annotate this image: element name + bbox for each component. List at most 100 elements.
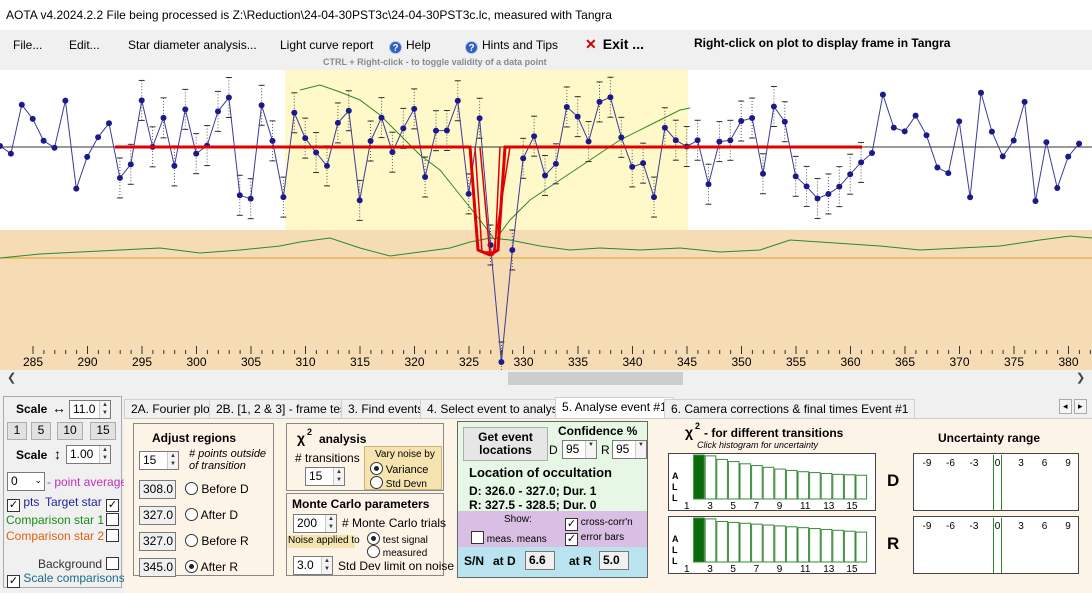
target-point[interactable] [236, 192, 243, 199]
target-point[interactable] [0, 142, 3, 149]
target-point[interactable] [879, 91, 886, 98]
target-point[interactable] [836, 183, 843, 190]
target-point[interactable] [1065, 153, 1072, 160]
target-point[interactable] [1010, 137, 1017, 144]
histogram-bar[interactable] [774, 525, 786, 563]
histogram-bar[interactable] [843, 530, 856, 563]
target-point[interactable] [847, 171, 854, 178]
target-point[interactable] [84, 153, 91, 160]
target-point[interactable] [760, 170, 766, 177]
target-point[interactable] [1076, 140, 1083, 147]
comparison-star-2-checkbox[interactable] [106, 529, 119, 543]
tab-select-event[interactable]: 4. Select event to analyse [420, 399, 572, 418]
target-point[interactable] [716, 138, 723, 145]
target-point[interactable] [901, 128, 908, 135]
target-point[interactable] [988, 128, 995, 135]
spin-icon[interactable]: ▲ ▼ [321, 557, 332, 574]
scale-v-input[interactable]: 1.00 ▲ ▼ [66, 445, 111, 464]
target-point[interactable] [302, 135, 309, 142]
histogram-bar[interactable] [693, 454, 705, 500]
after-d-radio[interactable]: After D [185, 508, 238, 522]
before-r-radio[interactable]: Before R [185, 534, 249, 548]
target-point[interactable] [465, 190, 472, 197]
target-point[interactable] [727, 137, 734, 144]
target-point[interactable] [476, 115, 483, 122]
histogram-bar[interactable] [704, 455, 717, 500]
target-point[interactable] [694, 137, 701, 144]
target-point[interactable] [629, 163, 636, 170]
target-point[interactable] [781, 118, 788, 125]
target-point[interactable] [171, 162, 178, 169]
tab-fourier-plot[interactable]: 2A. Fourier plot [124, 399, 221, 418]
target-point[interactable] [803, 183, 810, 190]
target-point[interactable] [934, 164, 941, 171]
histogram-bar[interactable] [832, 529, 844, 563]
target-point[interactable] [770, 103, 777, 110]
menu-hints[interactable]: ? Hints and Tips [465, 38, 558, 54]
target-point[interactable] [520, 155, 527, 162]
target-point[interactable] [193, 150, 200, 157]
target-point[interactable] [978, 89, 984, 96]
target-point[interactable] [51, 144, 58, 151]
get-event-locations-button[interactable]: Get event locations [463, 427, 548, 461]
spin-icon[interactable]: ▲ ▼ [167, 452, 178, 469]
histogram-bar[interactable] [751, 465, 763, 500]
target-point[interactable] [62, 97, 69, 104]
target-point[interactable] [7, 150, 14, 157]
target-point[interactable] [345, 107, 352, 114]
histogram-bar[interactable] [739, 522, 752, 563]
target-point[interactable] [247, 195, 254, 202]
tab-scroll-right-icon[interactable]: ▸ [1074, 399, 1087, 414]
histogram-bar[interactable] [797, 471, 810, 500]
target-point[interactable] [956, 118, 963, 125]
target-point[interactable] [967, 194, 974, 201]
histogram-bar[interactable] [843, 474, 856, 500]
histogram-bar[interactable] [762, 524, 775, 563]
before-d-radio[interactable]: Before D [185, 482, 249, 496]
target-point[interactable] [738, 118, 745, 125]
menu-help[interactable]: ? Help [389, 38, 431, 54]
target-point[interactable] [29, 115, 36, 122]
histogram-bar[interactable] [820, 528, 833, 563]
histogram-bar[interactable] [716, 521, 728, 563]
spin-icon[interactable]: ▲ ▼ [333, 468, 344, 485]
menu-file[interactable]: File... [13, 38, 43, 52]
test-signal-radio[interactable]: test signal [367, 532, 428, 546]
confidence-r-select[interactable]: 95 ▼ [612, 440, 647, 459]
target-point[interactable] [869, 149, 875, 156]
histogram-bar[interactable] [693, 517, 705, 563]
target-point[interactable] [651, 194, 657, 201]
target-point[interactable] [912, 112, 919, 119]
monte-carlo-trials-input[interactable]: 200 ▲ ▼ [293, 514, 337, 533]
target-point[interactable] [552, 160, 559, 167]
tab-scroll-left-icon[interactable]: ◂ [1059, 399, 1072, 414]
target-point[interactable] [269, 137, 276, 144]
histogram-bar[interactable] [809, 472, 821, 500]
menu-light-curve-report[interactable]: Light curve report [280, 38, 374, 52]
target-point[interactable] [367, 138, 374, 145]
histogram-bar[interactable] [751, 523, 763, 563]
scroll-thumb[interactable] [508, 372, 683, 385]
target-point[interactable] [923, 132, 930, 139]
target-point[interactable] [280, 194, 287, 201]
target-point[interactable] [1021, 98, 1028, 105]
target-point[interactable] [574, 113, 581, 120]
target-point[interactable] [138, 97, 145, 104]
target-point[interactable] [400, 125, 407, 132]
error-bars-checkbox[interactable]: ✓ error bars [565, 532, 624, 546]
target-point[interactable] [509, 247, 516, 253]
tab-frame-test[interactable]: 2B. [1, 2 & 3] - frame test [209, 399, 357, 418]
target-point[interactable] [116, 174, 123, 181]
menu-star-diameter[interactable]: Star diameter analysis... [128, 38, 257, 52]
variance-radio[interactable]: Variance [370, 462, 428, 476]
target-point[interactable] [433, 127, 439, 134]
light-curve-plot[interactable]: 285 290 295 300 305 310 315 320 325 330 335 340 345 3… [0, 70, 1092, 370]
histogram-bar[interactable] [704, 518, 717, 563]
transitions-input[interactable]: 15 ▲ ▼ [305, 467, 345, 486]
target-point[interactable] [585, 138, 592, 145]
point-average-select[interactable]: 0 ⌄ [7, 472, 45, 491]
target-point[interactable] [160, 114, 167, 121]
target-point[interactable] [182, 106, 189, 113]
target-point[interactable] [945, 170, 952, 177]
